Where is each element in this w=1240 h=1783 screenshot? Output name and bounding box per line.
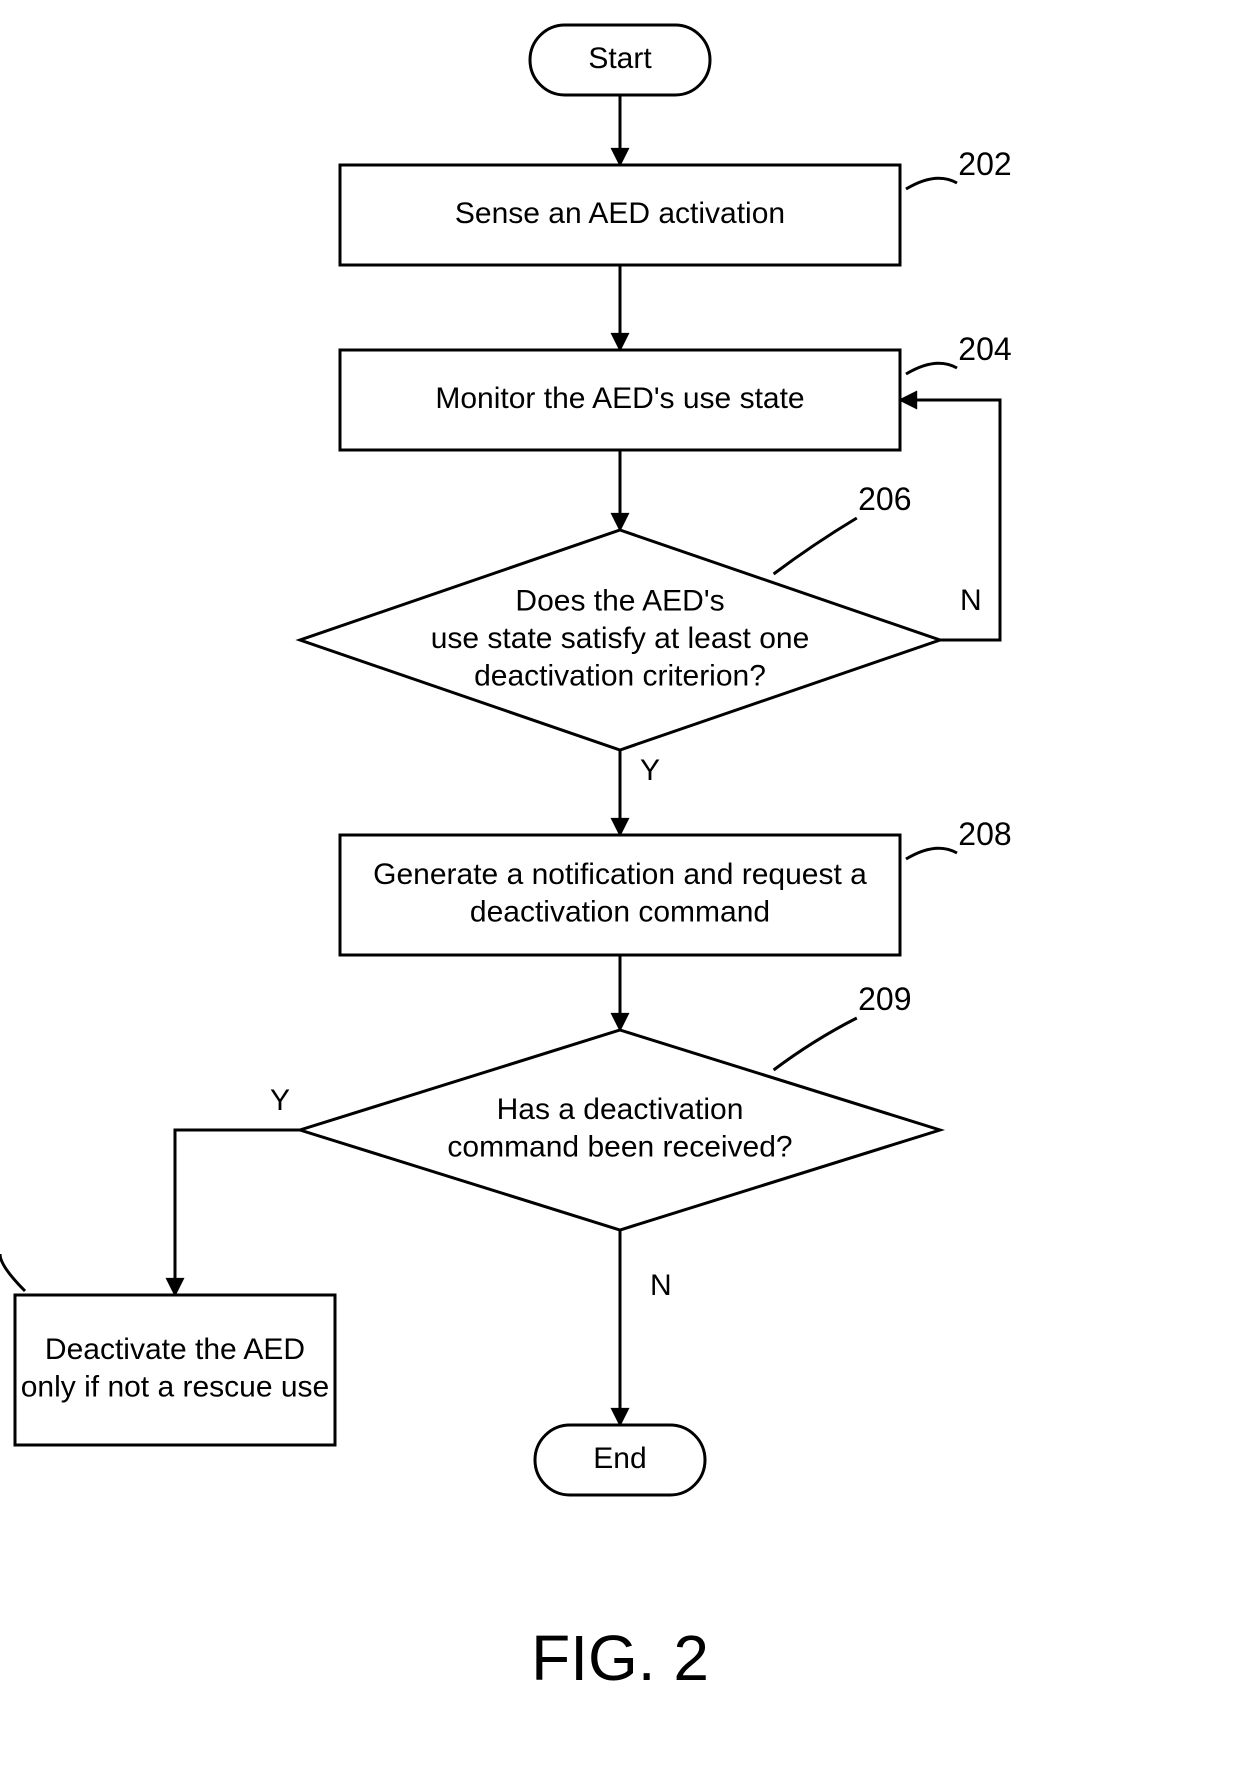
node-text: deactivation command <box>470 896 770 929</box>
node-text: command been received? <box>447 1131 792 1164</box>
figure-label: FIG. 2 <box>531 1622 709 1694</box>
node-text: Sense an AED activation <box>455 197 785 230</box>
edge-label: N <box>650 1269 672 1302</box>
ref-number: 202 <box>958 146 1011 182</box>
edge <box>175 1130 300 1295</box>
node-text: deactivation criterion? <box>474 659 766 692</box>
ref-leader <box>906 363 957 374</box>
edge-label: Y <box>640 754 660 787</box>
node-text: use state satisfy at least one <box>431 622 810 655</box>
node-n210: Deactivate the AED only if not a rescue u… <box>0 1211 335 1445</box>
ref-number: 206 <box>858 481 911 517</box>
ref-number: 209 <box>858 981 911 1017</box>
ref-leader <box>0 1254 25 1291</box>
ref-leader <box>906 178 957 189</box>
ref-leader <box>906 848 957 859</box>
node-text: Has a deactivation <box>497 1093 744 1126</box>
ref-number: 204 <box>958 331 1011 367</box>
node-n208: Generate a notification and request a dea… <box>340 816 1012 955</box>
edges-group: Y N Y N <box>175 95 1000 1425</box>
node-text: Monitor the AED's use state <box>435 382 804 415</box>
node-n202: Sense an AED activation 202 <box>340 146 1012 265</box>
node-end: End <box>535 1425 705 1495</box>
node-text: Does the AED's <box>515 584 724 617</box>
node-text: Start <box>588 42 652 75</box>
ref-leader <box>774 1018 857 1070</box>
edge-label: Y <box>270 1084 290 1117</box>
nodes-group: Start Sense an AED activation 202 Monitor t… <box>0 25 1012 1495</box>
edge-label: N <box>960 584 982 617</box>
node-text: only if not a rescue use <box>21 1371 330 1404</box>
flowchart-diagram: Y N Y N Start Sense an AED activation 202 Monit… <box>0 0 1240 1783</box>
ref-number: 208 <box>958 816 1011 852</box>
node-text: End <box>593 1442 646 1475</box>
node-start: Start <box>530 25 710 95</box>
node-n204: Monitor the AED's use state 204 <box>340 331 1012 450</box>
node-text: Deactivate the AED <box>45 1333 305 1366</box>
ref-leader <box>774 518 857 574</box>
edge <box>900 400 1000 640</box>
node-text: Generate a notification and request a <box>373 858 867 891</box>
